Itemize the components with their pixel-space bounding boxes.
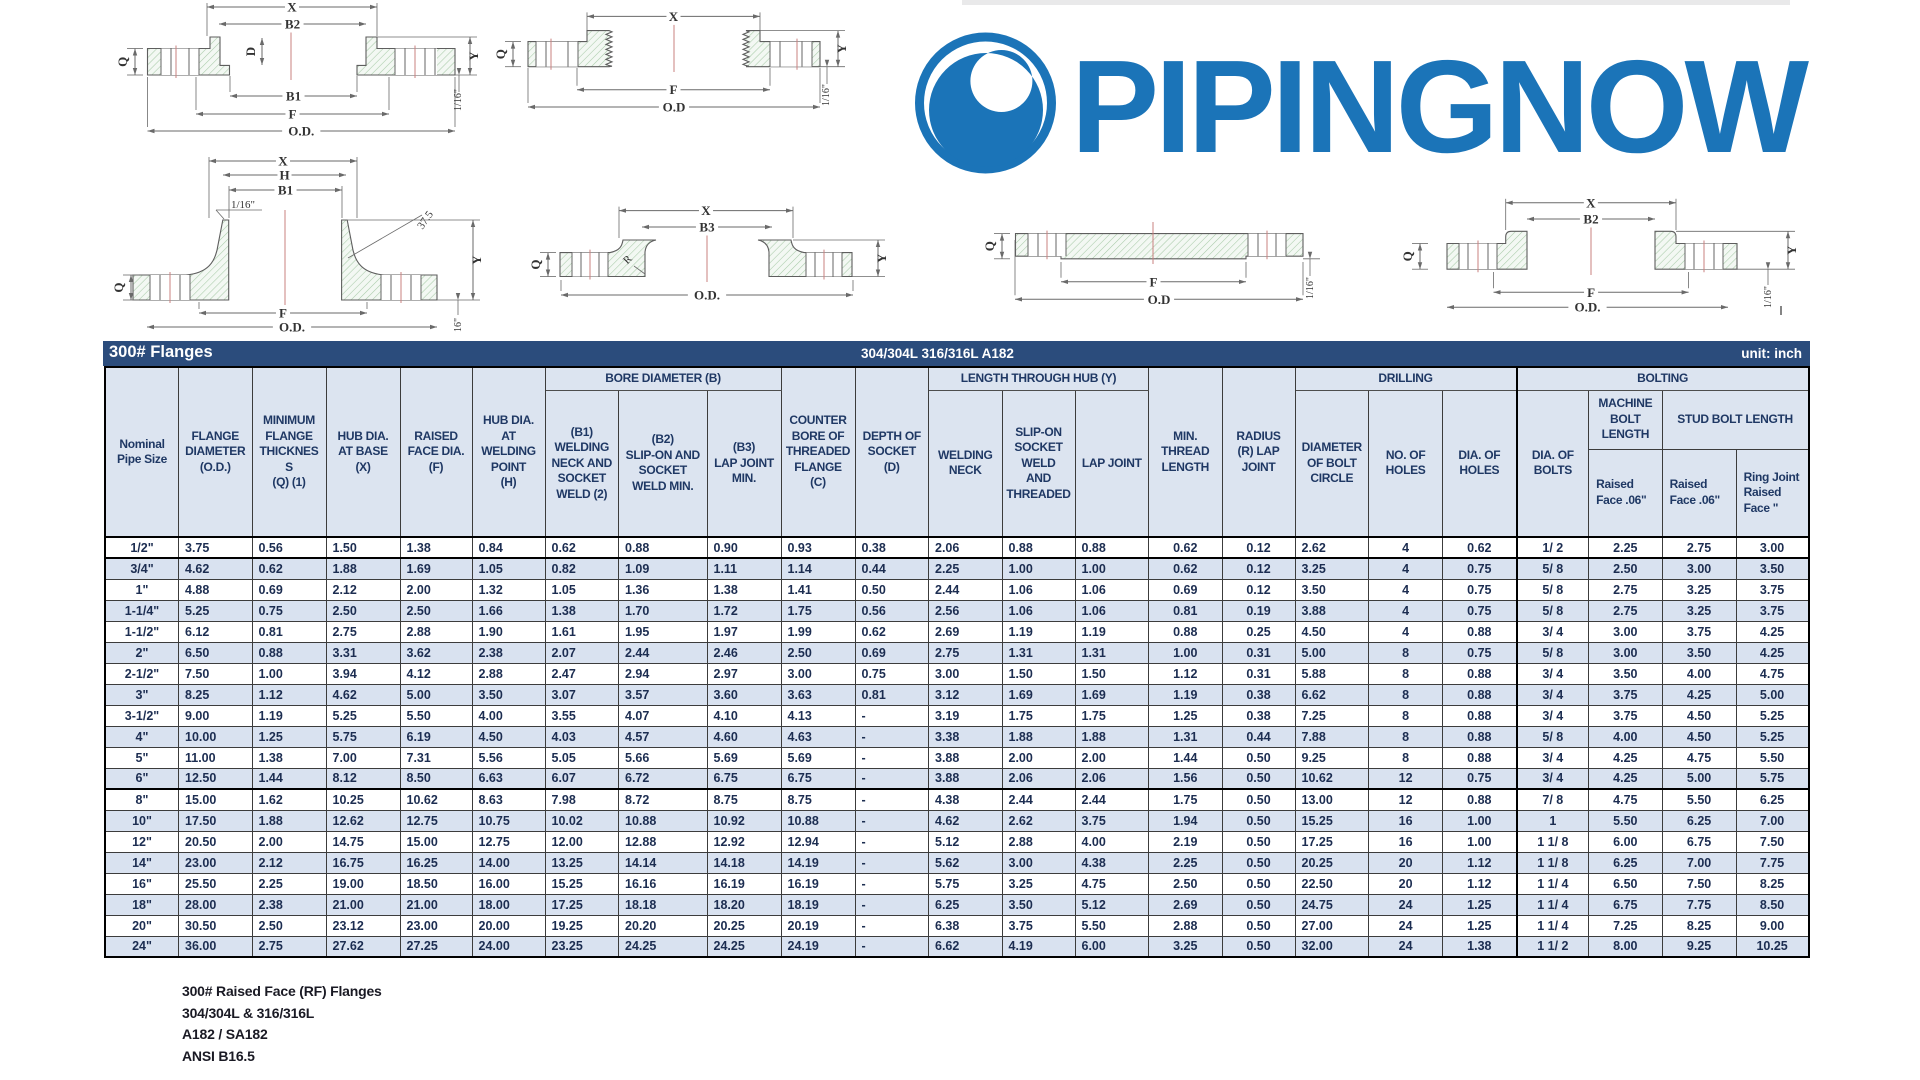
svg-text:O.D.: O.D. [288,124,314,139]
svg-text:O.D: O.D [1148,292,1171,307]
svg-text:O.D: O.D [663,100,686,115]
svg-text:Q: Q [115,57,130,67]
svg-text:1/16": 1/16" [821,84,832,106]
svg-text:1/16": 1/16" [1305,277,1316,299]
svg-text:F: F [1150,274,1158,289]
svg-text:B1: B1 [286,89,301,104]
svg-text:Y: Y [466,51,481,61]
svg-text:Q: Q [528,259,543,269]
svg-text:Y: Y [874,253,889,263]
svg-text:F: F [289,107,297,122]
svg-text:B2: B2 [285,17,300,32]
svg-text:X: X [1586,195,1596,210]
svg-text:Q: Q [493,49,508,59]
svg-text:X: X [278,154,288,169]
svg-text:F: F [1587,285,1595,300]
svg-text:PIPINGNOW: PIPINGNOW [1071,33,1809,180]
svg-text:H: H [279,168,289,183]
svg-text:F: F [279,306,287,321]
svg-text:Y: Y [469,255,484,265]
svg-text:F: F [670,82,678,97]
svg-text:O.D.: O.D. [694,288,720,303]
svg-text:X: X [701,203,711,218]
svg-text:O.D.: O.D. [1575,300,1601,315]
svg-text:B1: B1 [278,183,293,198]
svg-text:Y: Y [1784,245,1799,255]
svg-text:Y: Y [834,43,849,53]
svg-text:Q: Q [1400,251,1415,261]
svg-text:B3: B3 [699,220,715,235]
svg-text:Q: Q [111,282,126,292]
svg-text:X: X [669,9,679,24]
svg-text:O.D.: O.D. [279,320,305,335]
svg-text:B2: B2 [1583,212,1598,227]
svg-text:16": 16" [453,318,464,332]
svg-text:1/16": 1/16" [453,89,464,111]
svg-text:Q: Q [982,241,997,251]
svg-text:X: X [287,0,297,15]
svg-text:D: D [243,47,258,56]
svg-text:1/16": 1/16" [1763,286,1774,308]
svg-text:1/16": 1/16" [231,199,255,211]
